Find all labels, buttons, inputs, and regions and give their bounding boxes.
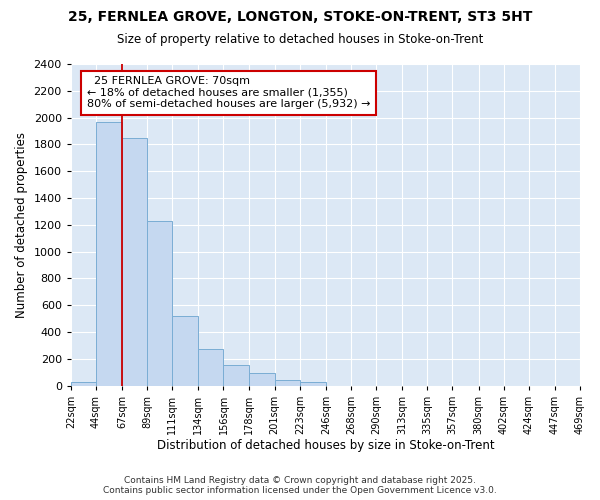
Bar bbox=[172, 316, 199, 386]
Bar bbox=[248, 374, 275, 386]
Bar bbox=[147, 221, 172, 386]
Bar bbox=[199, 350, 223, 386]
Text: 25, FERNLEA GROVE, LONGTON, STOKE-ON-TRENT, ST3 5HT: 25, FERNLEA GROVE, LONGTON, STOKE-ON-TRE… bbox=[68, 10, 532, 24]
X-axis label: Distribution of detached houses by size in Stoke-on-Trent: Distribution of detached houses by size … bbox=[157, 440, 494, 452]
Bar bbox=[275, 380, 300, 386]
Text: Size of property relative to detached houses in Stoke-on-Trent: Size of property relative to detached ho… bbox=[117, 32, 483, 46]
Text: Contains HM Land Registry data © Crown copyright and database right 2025.
Contai: Contains HM Land Registry data © Crown c… bbox=[103, 476, 497, 495]
Bar bbox=[71, 382, 96, 386]
Bar bbox=[300, 382, 326, 386]
Y-axis label: Number of detached properties: Number of detached properties bbox=[15, 132, 28, 318]
Bar bbox=[96, 122, 122, 386]
Text: 25 FERNLEA GROVE: 70sqm
← 18% of detached houses are smaller (1,355)
80% of semi: 25 FERNLEA GROVE: 70sqm ← 18% of detache… bbox=[87, 76, 370, 110]
Bar bbox=[122, 138, 147, 386]
Bar bbox=[223, 366, 248, 386]
